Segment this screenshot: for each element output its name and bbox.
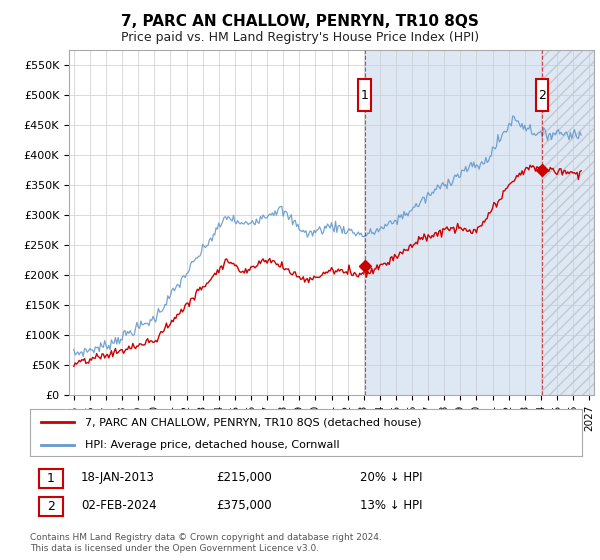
Text: 1: 1 — [47, 472, 55, 485]
Bar — [542, 50, 594, 395]
FancyBboxPatch shape — [536, 79, 548, 111]
Text: 7, PARC AN CHALLOW, PENRYN, TR10 8QS (detached house): 7, PARC AN CHALLOW, PENRYN, TR10 8QS (de… — [85, 417, 422, 427]
Text: Price paid vs. HM Land Registry's House Price Index (HPI): Price paid vs. HM Land Registry's House … — [121, 31, 479, 44]
Text: £375,000: £375,000 — [216, 499, 272, 512]
FancyBboxPatch shape — [358, 79, 371, 111]
Text: 1: 1 — [361, 89, 368, 102]
Text: 13% ↓ HPI: 13% ↓ HPI — [360, 499, 422, 512]
Text: 2: 2 — [47, 500, 55, 514]
Text: 2: 2 — [538, 89, 546, 102]
Bar — [365, 50, 542, 395]
Text: £215,000: £215,000 — [216, 470, 272, 484]
Text: Contains HM Land Registry data © Crown copyright and database right 2024.
This d: Contains HM Land Registry data © Crown c… — [30, 533, 382, 553]
Text: 02-FEB-2024: 02-FEB-2024 — [81, 499, 157, 512]
Text: 20% ↓ HPI: 20% ↓ HPI — [360, 470, 422, 484]
Bar — [542, 50, 594, 395]
Text: 18-JAN-2013: 18-JAN-2013 — [81, 470, 155, 484]
Text: HPI: Average price, detached house, Cornwall: HPI: Average price, detached house, Corn… — [85, 440, 340, 450]
Text: 7, PARC AN CHALLOW, PENRYN, TR10 8QS: 7, PARC AN CHALLOW, PENRYN, TR10 8QS — [121, 14, 479, 29]
